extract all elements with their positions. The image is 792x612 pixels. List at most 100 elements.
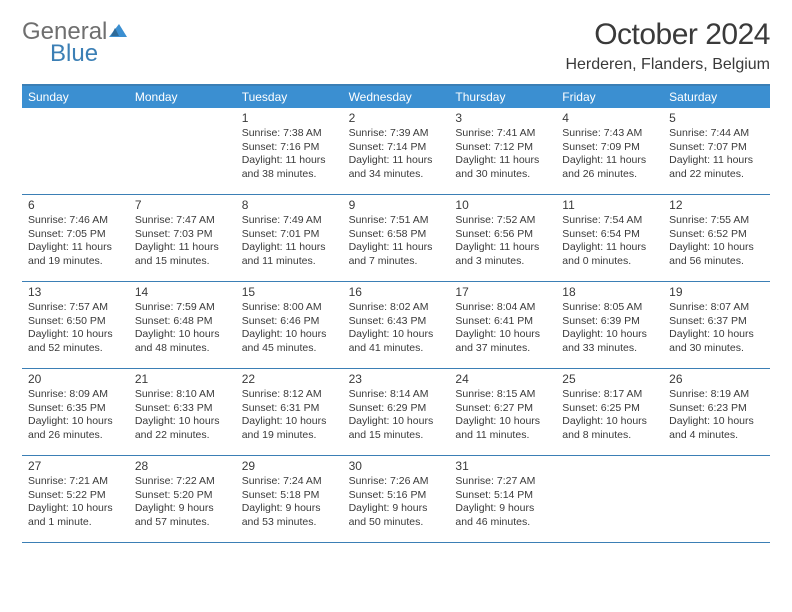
sunrise-text: Sunrise: 8:02 AM [349, 301, 444, 315]
day-cell: 31Sunrise: 7:27 AMSunset: 5:14 PMDayligh… [449, 456, 556, 542]
daylight-text: Daylight: 10 hours [562, 328, 657, 342]
day-number: 24 [455, 372, 550, 386]
day-cell: 6Sunrise: 7:46 AMSunset: 7:05 PMDaylight… [22, 195, 129, 281]
day-cell: 2Sunrise: 7:39 AMSunset: 7:14 PMDaylight… [343, 108, 450, 194]
day-number: 29 [242, 459, 337, 473]
day-cell: 17 Sunrise: 8:04 AMSunset: 6:41 PMDayligh… [449, 282, 556, 368]
sunset-text: Sunset: 6:54 PM [562, 228, 657, 242]
sunrise-text: Sunrise: 8:14 AM [349, 388, 444, 402]
daylight-text: Daylight: 10 hours [455, 328, 550, 342]
sunrise-text: Sunrise: 7:55 AM [669, 214, 764, 228]
day-number: 18 [562, 285, 657, 299]
weekday-header: Tuesday [236, 86, 343, 108]
day-number: 9 [349, 198, 444, 212]
daylight-text: Daylight: 9 hours [349, 502, 444, 516]
day-cell: 10Sunrise: 7:52 AMSunset: 6:56 PMDayligh… [449, 195, 556, 281]
daylight-text: Daylight: 10 hours [28, 415, 123, 429]
week-row: 1Sunrise: 7:38 AMSunset: 7:16 PMDaylight… [22, 108, 770, 195]
daylight-text: and 19 minutes. [242, 429, 337, 443]
daylight-text: and 45 minutes. [242, 342, 337, 356]
day-cell: 1Sunrise: 7:38 AMSunset: 7:16 PMDaylight… [236, 108, 343, 194]
weekday-header: Monday [129, 86, 236, 108]
sunset-text: Sunset: 5:22 PM [28, 489, 123, 503]
day-number: 30 [349, 459, 444, 473]
day-cell: 18Sunrise: 8:05 AMSunset: 6:39 PMDayligh… [556, 282, 663, 368]
daylight-text: and 26 minutes. [28, 429, 123, 443]
empty-cell [556, 456, 663, 542]
day-number: 11 [562, 198, 657, 212]
day-cell: 21Sunrise: 8:10 AMSunset: 6:33 PMDayligh… [129, 369, 236, 455]
day-cell: 11 Sunrise: 7:54 AMSunset: 6:54 PMDayligh… [556, 195, 663, 281]
daylight-text: and 30 minutes. [455, 168, 550, 182]
weekday-header: Sunday [22, 86, 129, 108]
day-number: 16 [349, 285, 444, 299]
daylight-text: Daylight: 9 hours [135, 502, 230, 516]
sunset-text: Sunset: 6:35 PM [28, 402, 123, 416]
empty-cell [663, 456, 770, 542]
day-cell: 19Sunrise: 8:07 AMSunset: 6:37 PMDayligh… [663, 282, 770, 368]
sunrise-text: Sunrise: 8:07 AM [669, 301, 764, 315]
sunset-text: Sunset: 7:09 PM [562, 141, 657, 155]
daylight-text: and 7 minutes. [349, 255, 444, 269]
day-number: 26 [669, 372, 764, 386]
sunset-text: Sunset: 6:23 PM [669, 402, 764, 416]
sunrise-text: Sunrise: 7:41 AM [455, 127, 550, 141]
week-row: 20Sunrise: 8:09 AMSunset: 6:35 PMDayligh… [22, 369, 770, 456]
daylight-text: Daylight: 9 hours [455, 502, 550, 516]
location-text: Herderen, Flanders, Belgium [565, 56, 770, 74]
day-cell: 22Sunrise: 8:12 AMSunset: 6:31 PMDayligh… [236, 369, 343, 455]
sunset-text: Sunset: 7:07 PM [669, 141, 764, 155]
sunset-text: Sunset: 7:16 PM [242, 141, 337, 155]
sunset-text: Sunset: 7:01 PM [242, 228, 337, 242]
daylight-text: Daylight: 10 hours [669, 328, 764, 342]
sunset-text: Sunset: 6:50 PM [28, 315, 123, 329]
daylight-text: Daylight: 11 hours [562, 241, 657, 255]
sunset-text: Sunset: 6:41 PM [455, 315, 550, 329]
day-number: 6 [28, 198, 123, 212]
daylight-text: Daylight: 10 hours [242, 328, 337, 342]
sunrise-text: Sunrise: 8:17 AM [562, 388, 657, 402]
weekday-header: Thursday [449, 86, 556, 108]
daylight-text: and 38 minutes. [242, 168, 337, 182]
daylight-text: Daylight: 10 hours [349, 415, 444, 429]
sunset-text: Sunset: 6:27 PM [455, 402, 550, 416]
daylight-text: Daylight: 10 hours [28, 502, 123, 516]
day-cell: 3Sunrise: 7:41 AMSunset: 7:12 PMDaylight… [449, 108, 556, 194]
sunrise-text: Sunrise: 7:57 AM [28, 301, 123, 315]
daylight-text: and 46 minutes. [455, 516, 550, 530]
day-number: 2 [349, 111, 444, 125]
sunset-text: Sunset: 6:33 PM [135, 402, 230, 416]
daylight-text: and 26 minutes. [562, 168, 657, 182]
sunrise-text: Sunrise: 8:04 AM [455, 301, 550, 315]
day-cell: 23Sunrise: 8:14 AMSunset: 6:29 PMDayligh… [343, 369, 450, 455]
day-cell: 27Sunrise: 7:21 AMSunset: 5:22 PMDayligh… [22, 456, 129, 542]
day-number: 8 [242, 198, 337, 212]
day-number: 17 [455, 285, 550, 299]
day-number: 13 [28, 285, 123, 299]
daylight-text: and 50 minutes. [349, 516, 444, 530]
sunrise-text: Sunrise: 7:22 AM [135, 475, 230, 489]
sunrise-text: Sunrise: 7:26 AM [349, 475, 444, 489]
daylight-text: and 33 minutes. [562, 342, 657, 356]
day-number: 10 [455, 198, 550, 212]
calendar: SundayMondayTuesdayWednesdayThursdayFrid… [22, 84, 770, 543]
daylight-text: and 11 minutes. [455, 429, 550, 443]
sunset-text: Sunset: 5:18 PM [242, 489, 337, 503]
daylight-text: Daylight: 10 hours [562, 415, 657, 429]
sunrise-text: Sunrise: 8:00 AM [242, 301, 337, 315]
day-cell: 28Sunrise: 7:22 AMSunset: 5:20 PMDayligh… [129, 456, 236, 542]
daylight-text: and 22 minutes. [135, 429, 230, 443]
day-number: 1 [242, 111, 337, 125]
sunset-text: Sunset: 6:29 PM [349, 402, 444, 416]
daylight-text: Daylight: 10 hours [242, 415, 337, 429]
day-number: 27 [28, 459, 123, 473]
weekday-header: Wednesday [343, 86, 450, 108]
day-cell: 7Sunrise: 7:47 AMSunset: 7:03 PMDaylight… [129, 195, 236, 281]
sunrise-text: Sunrise: 7:49 AM [242, 214, 337, 228]
sunset-text: Sunset: 7:12 PM [455, 141, 550, 155]
sunrise-text: Sunrise: 7:54 AM [562, 214, 657, 228]
day-cell: 9Sunrise: 7:51 AMSunset: 6:58 PMDaylight… [343, 195, 450, 281]
sunrise-text: Sunrise: 7:27 AM [455, 475, 550, 489]
daylight-text: Daylight: 11 hours [349, 241, 444, 255]
logo-sail-icon [109, 22, 131, 43]
